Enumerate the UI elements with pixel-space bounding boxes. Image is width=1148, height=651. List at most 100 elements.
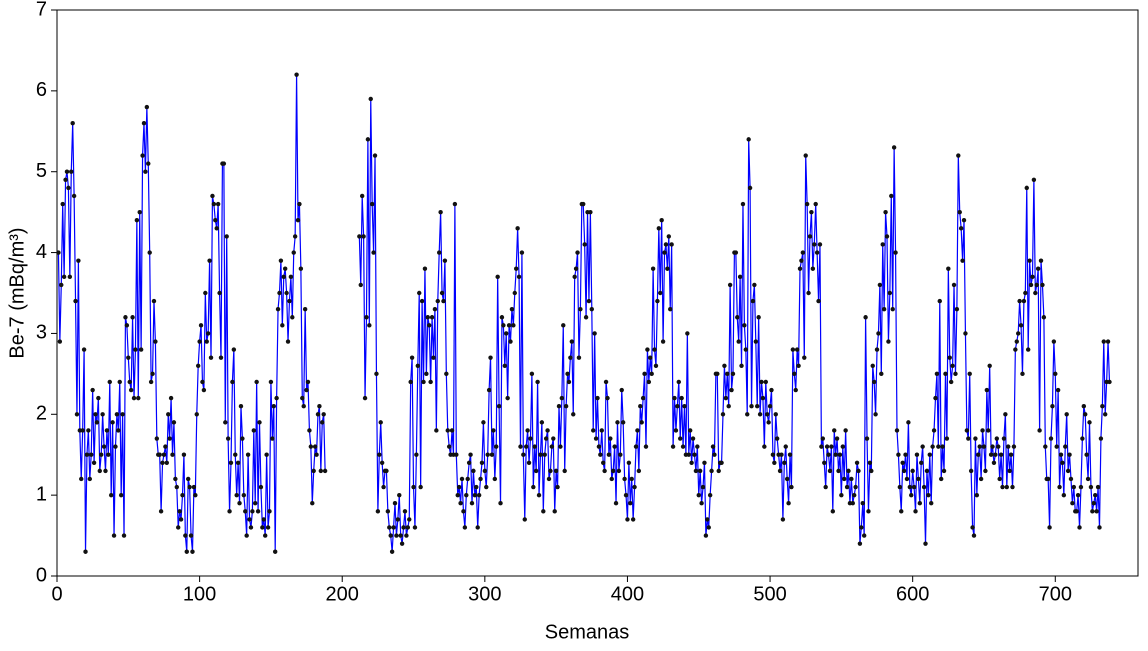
data-point: [194, 412, 199, 417]
data-point: [709, 468, 714, 474]
data-point: [177, 509, 182, 514]
data-point: [642, 371, 647, 377]
data-point: [722, 363, 727, 368]
data-point: [237, 501, 242, 506]
data-point: [525, 428, 530, 433]
data-point: [582, 242, 587, 247]
data-point: [1091, 501, 1096, 506]
data-point: [750, 298, 756, 304]
data-point: [743, 347, 749, 352]
data-point: [665, 266, 670, 271]
data-point: [310, 501, 315, 506]
data-point: [655, 298, 660, 304]
data-point: [762, 444, 767, 449]
data-point: [725, 371, 730, 377]
data-point: [891, 145, 897, 150]
data-point: [623, 492, 629, 498]
data-point: [56, 250, 61, 255]
data-point: [444, 371, 449, 377]
data-point: [411, 484, 416, 490]
data-point: [1011, 444, 1017, 449]
data-point: [221, 161, 227, 166]
data-point: [702, 460, 707, 465]
data-point: [486, 387, 492, 393]
data-point: [118, 492, 124, 498]
data-point: [793, 387, 798, 393]
data-point: [417, 290, 422, 296]
data-point: [797, 266, 803, 271]
data-point: [272, 549, 278, 554]
data-point: [913, 509, 918, 514]
y-axis-label: Be-7 (mBq/m³): [6, 227, 28, 358]
data-point: [619, 387, 624, 393]
data-point: [442, 258, 448, 263]
data-point: [235, 460, 241, 465]
data-point: [422, 266, 428, 271]
data-point: [770, 452, 776, 457]
data-point: [749, 404, 754, 409]
data-point: [924, 468, 930, 474]
data-point: [114, 412, 120, 417]
data-point: [213, 218, 218, 223]
data-point: [504, 331, 509, 336]
data-point: [739, 363, 744, 368]
data-point: [638, 404, 643, 409]
data-point: [317, 404, 322, 409]
data-point: [690, 436, 696, 441]
data-point: [305, 379, 311, 385]
data-point: [636, 468, 642, 474]
data-point: [904, 476, 910, 482]
data-point: [899, 509, 904, 514]
data-point: [933, 395, 938, 401]
data-point: [496, 404, 502, 409]
data-point: [449, 428, 455, 433]
data-point: [111, 533, 117, 538]
data-point: [1077, 525, 1082, 530]
data-point: [971, 533, 977, 538]
data-point: [659, 218, 664, 223]
data-point: [668, 306, 673, 312]
data-point: [238, 404, 244, 409]
data-point: [127, 379, 132, 385]
data-point: [374, 371, 379, 377]
data-point: [171, 420, 177, 425]
data-point: [803, 153, 808, 158]
data-point: [538, 452, 543, 457]
data-point: [97, 468, 102, 474]
data-point: [147, 250, 152, 255]
data-point: [752, 282, 757, 288]
data-point: [230, 379, 235, 385]
data-point: [284, 290, 289, 296]
data-point: [1030, 274, 1035, 280]
data-point: [643, 444, 649, 449]
data-point: [1083, 412, 1088, 417]
data-point: [652, 347, 657, 352]
data-point: [231, 347, 237, 352]
data-point: [519, 250, 525, 255]
data-point: [1051, 339, 1057, 344]
data-point: [60, 201, 65, 207]
data-point: [867, 460, 873, 465]
data-point: [166, 412, 171, 417]
data-point: [676, 379, 681, 385]
data-point: [110, 420, 115, 425]
data-point: [234, 492, 239, 498]
data-point: [318, 468, 324, 474]
data-point: [288, 274, 294, 280]
data-point: [998, 452, 1004, 457]
data-point: [646, 379, 652, 385]
data-point: [224, 234, 229, 239]
data-point: [364, 315, 369, 320]
data-point: [706, 525, 711, 530]
data-point: [1043, 444, 1048, 449]
data-point: [489, 452, 495, 457]
data-point: [658, 290, 663, 296]
data-point: [695, 444, 700, 449]
data-point: [211, 201, 217, 207]
data-point: [575, 250, 580, 255]
data-point: [484, 484, 489, 490]
data-point: [873, 412, 878, 417]
data-point: [424, 371, 429, 377]
data-point: [294, 72, 299, 77]
data-point: [901, 468, 907, 474]
